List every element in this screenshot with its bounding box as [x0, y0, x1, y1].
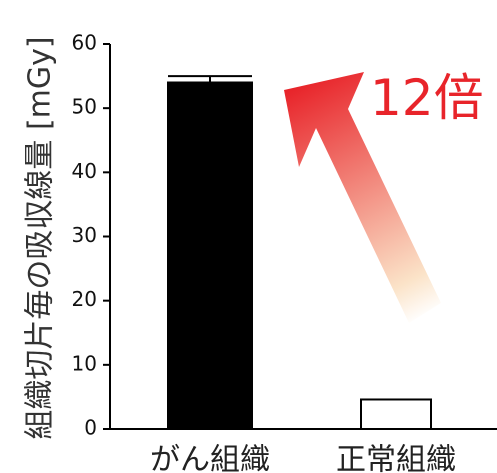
y-tick-label: 30: [72, 223, 97, 247]
x-category-label: 正常組織: [336, 443, 456, 473]
y-tick-label: 60: [72, 31, 97, 55]
bar-0: [167, 81, 253, 430]
y-tick-label: 50: [72, 95, 97, 119]
y-tick-label: 20: [72, 287, 97, 311]
y-tick-label: 10: [72, 351, 97, 375]
bars: [167, 75, 432, 431]
increase-arrow-icon: [284, 72, 441, 323]
x-axis-labels: がん組織 正常組織: [150, 443, 456, 473]
y-axis-label: 組織切片毎の吸収線量 [mGy]: [23, 36, 58, 439]
y-tick-label: 40: [72, 159, 97, 183]
annotation-text: 12倍: [370, 69, 484, 127]
bar-1: [360, 398, 432, 431]
x-category-label: がん組織: [150, 443, 270, 473]
y-tick-label: 0: [84, 416, 97, 440]
y-axis-ticks: 0 10 20 30 40 50 60: [72, 31, 110, 440]
